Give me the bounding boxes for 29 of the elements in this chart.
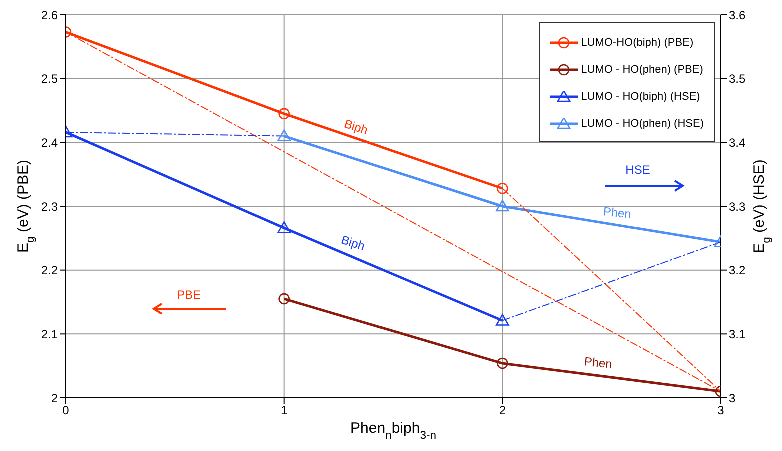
y2-tick-label: 3.2 — [729, 264, 746, 278]
y-tick-label: 2.6 — [41, 8, 58, 22]
y2-tick-label: 3.1 — [729, 327, 746, 342]
y2-tick-label: 3.6 — [729, 8, 746, 22]
y-tick-label: 2.2 — [41, 264, 58, 278]
y2-tick-label: 3.3 — [729, 200, 746, 214]
x-tick-label: 1 — [280, 404, 288, 418]
x-tick-label: 3 — [718, 404, 725, 418]
annotation: Biph — [342, 116, 370, 138]
legend-label: LUMO - HO(biph) (HSE) — [581, 90, 700, 102]
legend-label: LUMO-HO(biph) (PBE) — [581, 36, 694, 48]
y-tick-label: 2.3 — [41, 200, 58, 214]
y2-tick-label: 3.4 — [729, 136, 746, 150]
annotation: PBE — [176, 288, 202, 302]
x-tick-label: 2 — [499, 404, 506, 418]
annotation: Biph — [340, 232, 367, 254]
y-tick-label: 2 — [51, 391, 58, 406]
y2-tick-label: 3 — [729, 391, 736, 406]
x-axis-title: Phen$_{n}$biph$_{3-n}$ — [350, 420, 436, 442]
annotation: Phen — [584, 354, 614, 372]
legend-label: LUMO - HO(phen) (PBE) — [581, 64, 704, 76]
x-tick-label: 0 — [62, 404, 70, 418]
annotation: Phen — [602, 204, 632, 222]
y-tick-label: 2.5 — [41, 72, 58, 86]
annotation: HSE — [626, 163, 650, 177]
y-tick-label: 2.1 — [41, 327, 58, 342]
legend-label: LUMO - HO(phen) (HSE) — [581, 118, 704, 130]
y2-tick-label: 3.5 — [729, 72, 746, 86]
y-tick-label: 2.4 — [41, 136, 58, 150]
